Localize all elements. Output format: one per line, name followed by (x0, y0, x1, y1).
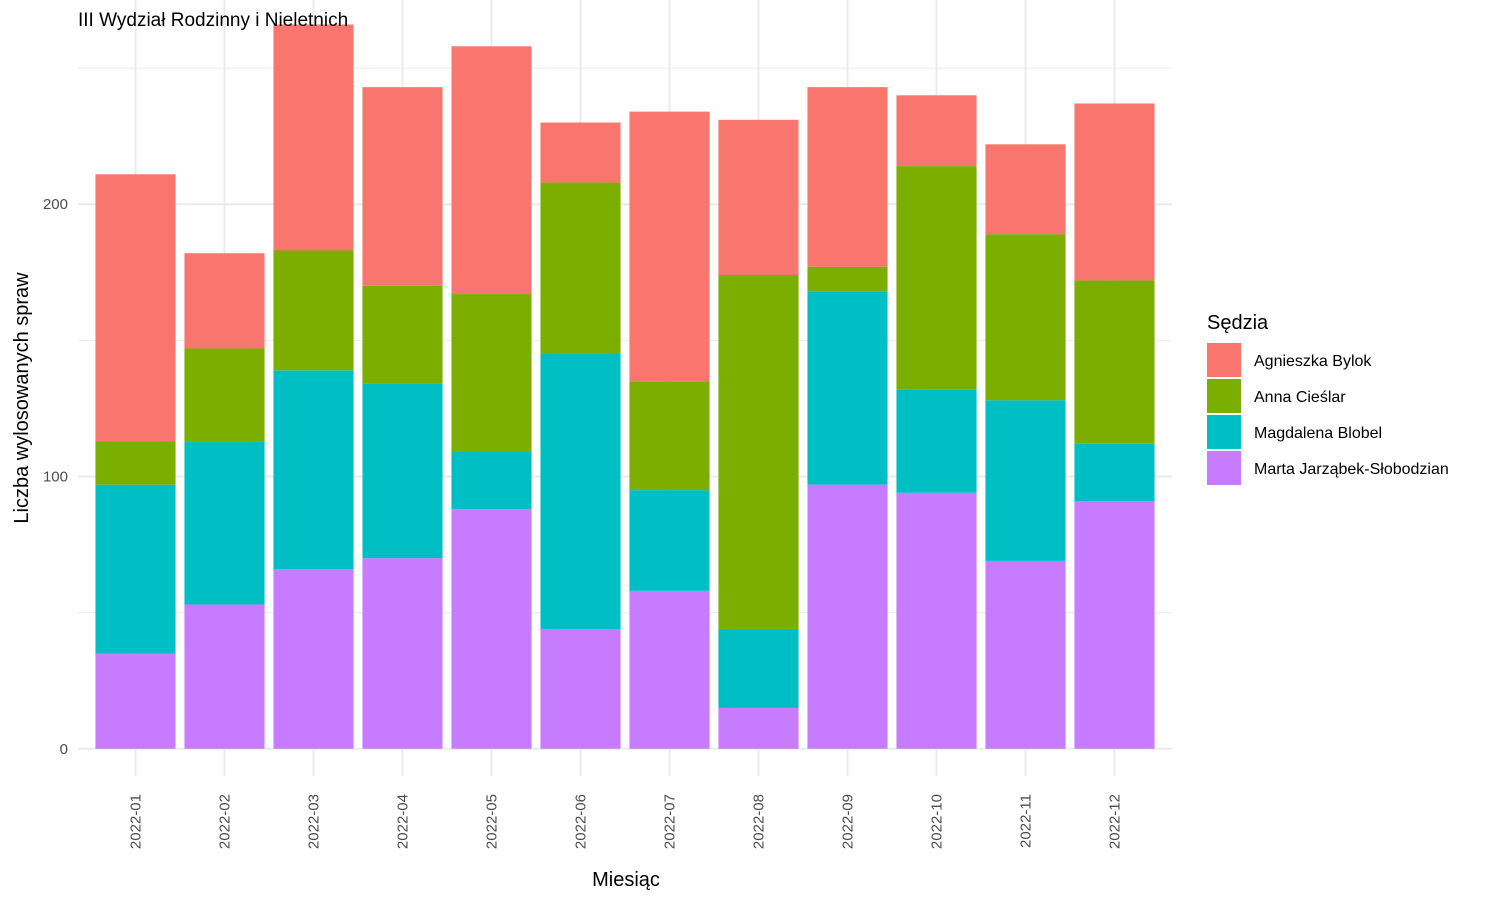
bar-segment (718, 119, 799, 276)
x-tick-label: 2022-01 (128, 794, 145, 849)
x-tick-label: 2022-11 (1018, 794, 1035, 848)
bar-segment (362, 87, 443, 286)
bar-segment (540, 182, 621, 354)
bar-segment (273, 370, 354, 570)
bar-segment (184, 604, 265, 749)
legend-swatch (1207, 415, 1241, 449)
bars (95, 24, 1155, 749)
legend-label: Agnieszka Bylok (1254, 353, 1372, 370)
x-tick-label: 2022-02 (217, 794, 234, 849)
legend-title: Sędzia (1207, 312, 1269, 334)
x-tick-label: 2022-04 (395, 794, 412, 849)
y-tick-label: 100 (43, 468, 68, 485)
bar-segment (807, 291, 888, 485)
bar-segment (629, 590, 710, 749)
legend-label: Marta Jarząbek-Słobodzian (1254, 461, 1449, 478)
bar-segment (896, 492, 977, 749)
x-tick-label: 2022-12 (1107, 794, 1124, 849)
bar-segment (273, 24, 354, 251)
bar-segment (629, 111, 710, 382)
x-tick-label: 2022-06 (573, 794, 590, 849)
bar-segment (184, 441, 265, 605)
bar-segment (95, 484, 176, 654)
y-tick-label: 200 (43, 196, 68, 213)
y-axis-title: Liczba wylosowanych spraw (11, 272, 33, 524)
x-axis-title: Miesiąc (592, 869, 660, 891)
bar-segment (451, 451, 532, 510)
bar-segment (1074, 443, 1155, 501)
legend: Sędzia Agnieszka Bylok Anna Cieślar Magdal… (1207, 312, 1449, 485)
bar-segment (1074, 280, 1155, 444)
bar-segment (1074, 103, 1155, 281)
bar-segment (718, 707, 799, 749)
bar-segment (95, 174, 176, 442)
bar-segment (540, 122, 621, 183)
x-tick-label: 2022-10 (929, 794, 946, 849)
legend-swatch (1207, 451, 1241, 485)
bar-segment (807, 266, 888, 292)
bar-segment (985, 144, 1066, 235)
chart-title: III Wydział Rodzinny i Nieletnich (78, 10, 348, 31)
bar-segment (451, 509, 532, 749)
bar-segment (362, 558, 443, 749)
legend-label: Magdalena Blobel (1254, 425, 1382, 442)
bar-segment (540, 628, 621, 749)
x-tick-label: 2022-07 (662, 794, 679, 849)
axes: 0 100 200 2022-01 2022-02 2022-03 2022-04 2022-… (43, 196, 1124, 849)
bar-segment (807, 484, 888, 749)
bar-segment (451, 46, 532, 295)
bar-segment (95, 441, 176, 485)
bar-segment (896, 166, 977, 390)
legend-label: Anna Cieślar (1254, 389, 1346, 406)
bar-segment (718, 628, 799, 708)
bar-segment (985, 234, 1066, 401)
bar-segment (985, 400, 1066, 561)
bar-segment (273, 569, 354, 749)
x-tick-label: 2022-08 (751, 794, 768, 849)
y-tick-label: 0 (60, 741, 68, 758)
bar-segment (1074, 500, 1155, 749)
bar-segment (451, 294, 532, 452)
bar-segment (184, 348, 265, 442)
bar-segment (184, 253, 265, 349)
bar-segment (362, 383, 443, 559)
bar-segment (807, 87, 888, 267)
x-tick-label: 2022-03 (306, 794, 323, 849)
legend-swatch (1207, 379, 1241, 413)
bar-segment (629, 381, 710, 491)
bar-segment (718, 275, 799, 629)
x-tick-label: 2022-09 (840, 794, 857, 849)
bar-segment (896, 389, 977, 493)
bar-segment (540, 353, 621, 629)
x-tick-label: 2022-05 (484, 794, 501, 849)
bar-segment (95, 653, 176, 749)
legend-swatch (1207, 343, 1241, 377)
bar-segment (629, 490, 710, 591)
bar-segment (273, 250, 354, 371)
bar-segment (896, 95, 977, 167)
bar-segment (985, 560, 1066, 749)
bar-segment (362, 285, 443, 384)
